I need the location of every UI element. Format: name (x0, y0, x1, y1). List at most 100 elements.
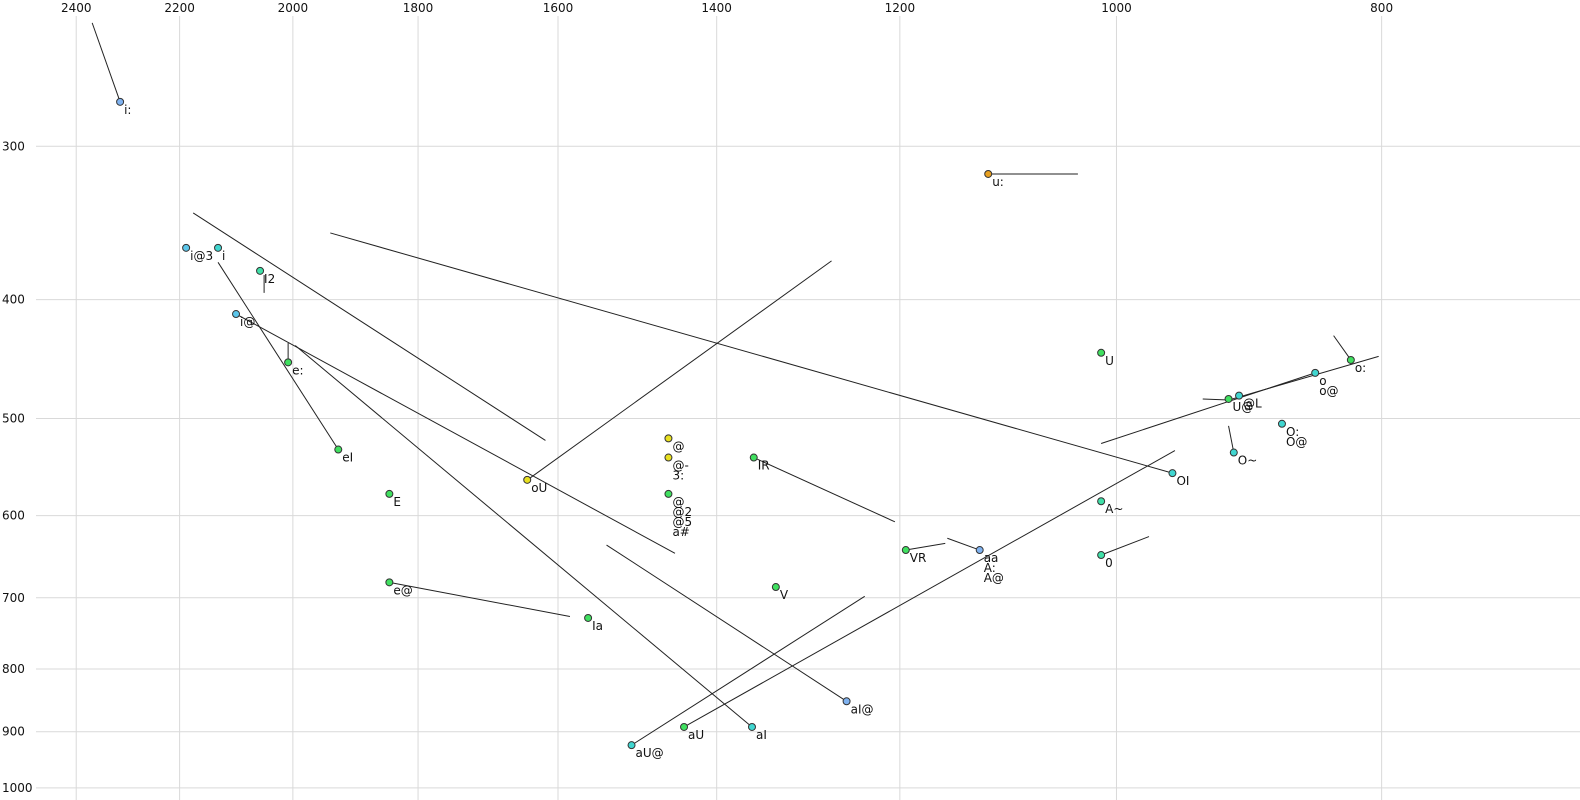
vowel-label: eI (342, 451, 353, 465)
vowel-label: VR (910, 551, 927, 565)
vowel-point (385, 578, 394, 587)
vowel-label: u: (992, 175, 1004, 189)
vowel-label: @- (672, 459, 688, 473)
vowel-point (771, 583, 780, 592)
x-tick-label: 800 (1370, 1, 1393, 15)
y-tick-label: 900 (2, 725, 25, 739)
vowel-point (1235, 391, 1244, 400)
vowel-point (1097, 497, 1106, 506)
vowel-point (182, 243, 191, 252)
trajectory (217, 262, 339, 450)
vowel-point (984, 169, 993, 178)
vowel-label: 0 (1105, 556, 1113, 570)
vowel-label: aI@ (851, 702, 874, 716)
trajectory (905, 542, 946, 551)
vowel-point (664, 453, 673, 462)
vowel-point (664, 434, 673, 443)
trajectory (235, 313, 676, 554)
vowel-point (523, 475, 532, 484)
vowel-point (284, 358, 293, 367)
vowel-point (1346, 355, 1355, 364)
y-tick-label: 800 (2, 662, 25, 676)
vowel-label: o (1319, 374, 1326, 388)
vowel-label: @2 (672, 505, 692, 519)
vowel-label: @5 (672, 515, 692, 529)
vowel-point (901, 546, 910, 555)
trajectory (294, 345, 753, 728)
trajectory (1202, 398, 1229, 401)
vowel-label: U (1105, 354, 1114, 368)
y-tick-label: 1000 (2, 781, 33, 795)
vowel-point (116, 97, 125, 106)
vowel-label: A~ (1105, 502, 1123, 516)
vowel-label: O: (1286, 425, 1299, 439)
vowel-label: oU (531, 481, 547, 495)
x-tick-label: 1400 (701, 1, 732, 15)
vowel-label: e@ (393, 583, 412, 597)
vowel-label: aI (756, 728, 767, 742)
vowel-label: aU (688, 728, 704, 742)
x-tick-label: 2400 (61, 1, 92, 15)
trajectory (753, 457, 896, 523)
vowel-label: OI (1176, 474, 1189, 488)
vowel-label: A@ (984, 571, 1004, 585)
y-tick-label: 300 (2, 139, 25, 153)
vowel-label: I2 (264, 272, 275, 286)
trajectory (192, 212, 546, 441)
vowel-label: @ (672, 495, 684, 509)
y-tick-label: 600 (2, 509, 25, 523)
vowel-point (627, 741, 636, 750)
vowel-point (334, 445, 343, 454)
trajectory (91, 22, 121, 102)
vowel-label: IR (758, 459, 770, 473)
vowel-label: a# (672, 525, 689, 539)
vowel-label: e: (292, 363, 303, 377)
vowel-label: V (780, 588, 789, 602)
vowel-point (584, 613, 593, 622)
trajectory (1100, 536, 1150, 556)
vowel-label: aa (984, 551, 999, 565)
vowel-point (1224, 394, 1233, 403)
vowel-point (842, 697, 851, 706)
trajectory (683, 450, 1176, 728)
vowel-label: @ (672, 439, 684, 453)
vowel-point (1311, 368, 1320, 377)
trajectory (606, 544, 847, 702)
vowel-point (232, 310, 241, 319)
vowel-point (1229, 448, 1238, 457)
vowel-label: E (393, 495, 401, 509)
x-tick-label: 1200 (885, 1, 916, 15)
y-tick-label: 700 (2, 591, 25, 605)
vowel-point (975, 546, 984, 555)
vowel-point (385, 489, 394, 498)
trajectory (529, 260, 832, 479)
y-tick-label: 500 (2, 411, 25, 425)
vowel-label: i@ (240, 315, 255, 329)
vowel-label: O~ (1238, 454, 1258, 468)
trajectory (631, 595, 865, 746)
vowel-label: o@ (1319, 384, 1338, 398)
trajectory (330, 232, 1173, 474)
x-tick-label: 2200 (164, 1, 195, 15)
vowel-point (747, 722, 756, 731)
vowel-label: @L (1243, 397, 1262, 411)
vowel-label: aU@ (636, 746, 664, 760)
vowel-label: A: (984, 561, 996, 575)
trajectory (1333, 335, 1352, 361)
vowel-label: O@ (1286, 435, 1307, 449)
x-tick-label: 2000 (278, 1, 309, 15)
trajectory (947, 537, 980, 551)
vowel-label: i: (124, 103, 131, 117)
vowel-point (1097, 348, 1106, 357)
vowel-point (1168, 469, 1177, 478)
vowel-point (680, 722, 689, 731)
trajectory (389, 581, 571, 617)
vowel-label: 3: (672, 469, 684, 483)
vowel-label: i (222, 249, 225, 263)
vowel-label: i@3 (190, 249, 213, 263)
y-tick-label: 400 (2, 293, 25, 307)
vowel-point (664, 489, 673, 498)
trajectory (1228, 425, 1235, 453)
